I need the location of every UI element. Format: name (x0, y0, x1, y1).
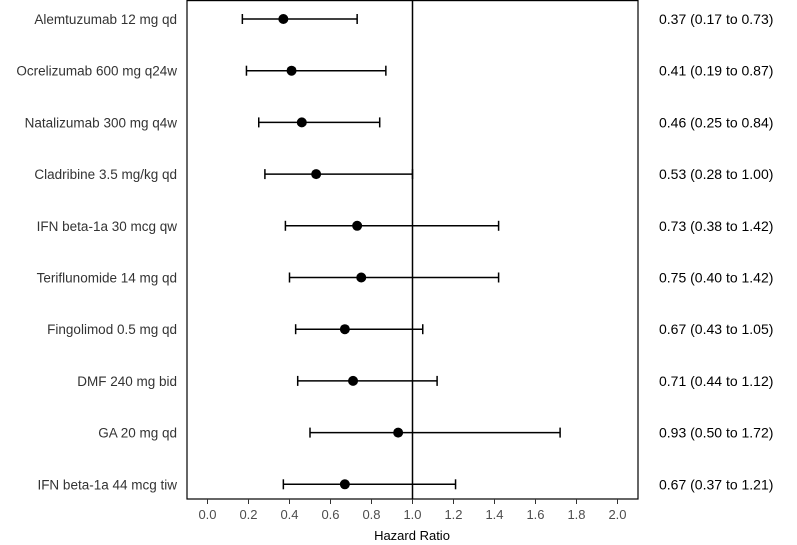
ci-text-label: 0.71 (0.44 to 1.12) (659, 373, 773, 389)
forest-row: Alemtuzumab 12 mg qd 0.37 (0.17 to 0.73) (34, 11, 773, 27)
row-label: Alemtuzumab 12 mg qd (34, 12, 177, 27)
ci-text-label: 0.67 (0.37 to 1.21) (659, 476, 773, 492)
x-axis: 0.0 0.2 0.4 0.6 0.8 1.0 1.2 1.4 1.6 1.8 2.0 (198, 499, 627, 522)
x-tick-label: 1.8 (567, 507, 585, 522)
forest-row: Ocrelizumab 600 mg q24w 0.41 (0.19 to 0.8… (16, 63, 773, 79)
x-tick-label: 1.0 (403, 507, 421, 522)
forest-row: GA 20 mg qd 0.93 (0.50 to 1.72) (98, 425, 773, 441)
point-estimate (286, 65, 297, 76)
point-estimate (393, 427, 404, 438)
ci-text-label: 0.46 (0.25 to 0.84) (659, 114, 773, 130)
row-label: Natalizumab 300 mg q4w (25, 115, 178, 130)
row-label: IFN beta-1a 44 mcg tiw (37, 477, 177, 492)
ci-text-label: 0.53 (0.28 to 1.00) (659, 166, 773, 182)
ci-text-label: 0.75 (0.40 to 1.42) (659, 270, 773, 286)
x-axis-title: Hazard Ratio (374, 528, 450, 543)
forest-row: IFN beta-1a 44 mcg tiw 0.67 (0.37 to 1.21… (37, 476, 773, 492)
x-tick-label: 0.6 (321, 507, 339, 522)
row-label: Fingolimod 0.5 mg qd (47, 322, 177, 337)
x-tick-label: 1.2 (444, 507, 462, 522)
x-tick-label: 1.6 (526, 507, 544, 522)
forest-row: IFN beta-1a 30 mcg qw 0.73 (0.38 to 1.42) (37, 218, 774, 234)
ci-text-label: 0.41 (0.19 to 0.87) (659, 63, 773, 79)
ci-text-label: 0.73 (0.38 to 1.42) (659, 218, 773, 234)
row-label: Cladribine 3.5 mg/kg qd (34, 167, 177, 182)
x-tick-label: 1.4 (485, 507, 503, 522)
point-estimate (356, 272, 367, 283)
forest-row: Cladribine 3.5 mg/kg qd 0.53 (0.28 to 1.0… (34, 166, 773, 182)
forest-row: Teriflunomide 14 mg qd 0.75 (0.40 to 1.42… (37, 270, 774, 286)
point-estimate (311, 169, 322, 180)
point-estimate (352, 220, 363, 231)
point-estimate (278, 14, 289, 24)
row-label: IFN beta-1a 30 mcg qw (37, 219, 178, 234)
forest-row: Natalizumab 300 mg q4w 0.46 (0.25 to 0.84… (25, 114, 774, 130)
point-estimate (339, 479, 350, 490)
ci-text-label: 0.93 (0.50 to 1.72) (659, 425, 773, 441)
row-label: Teriflunomide 14 mg qd (37, 271, 177, 286)
x-tick-label: 0.0 (198, 507, 216, 522)
x-tick-label: 0.8 (362, 507, 380, 522)
row-label: GA 20 mg qd (98, 426, 177, 441)
x-tick-label: 0.4 (280, 507, 298, 522)
point-estimate (348, 375, 359, 386)
point-estimate (296, 117, 307, 128)
ci-text-label: 0.37 (0.17 to 0.73) (659, 11, 773, 27)
forest-row: DMF 240 mg bid 0.71 (0.44 to 1.12) (77, 373, 773, 389)
x-tick-label: 0.2 (239, 507, 257, 522)
row-label: DMF 240 mg bid (77, 374, 177, 389)
rows-layer: Alemtuzumab 12 mg qd 0.37 (0.17 to 0.73) O… (16, 11, 773, 492)
ci-text-label: 0.67 (0.43 to 1.05) (659, 321, 773, 337)
row-label: Ocrelizumab 600 mg q24w (16, 64, 177, 79)
point-estimate (339, 324, 350, 335)
x-tick-label: 2.0 (608, 507, 626, 522)
forest-row: Fingolimod 0.5 mg qd 0.67 (0.43 to 1.05) (47, 321, 773, 337)
